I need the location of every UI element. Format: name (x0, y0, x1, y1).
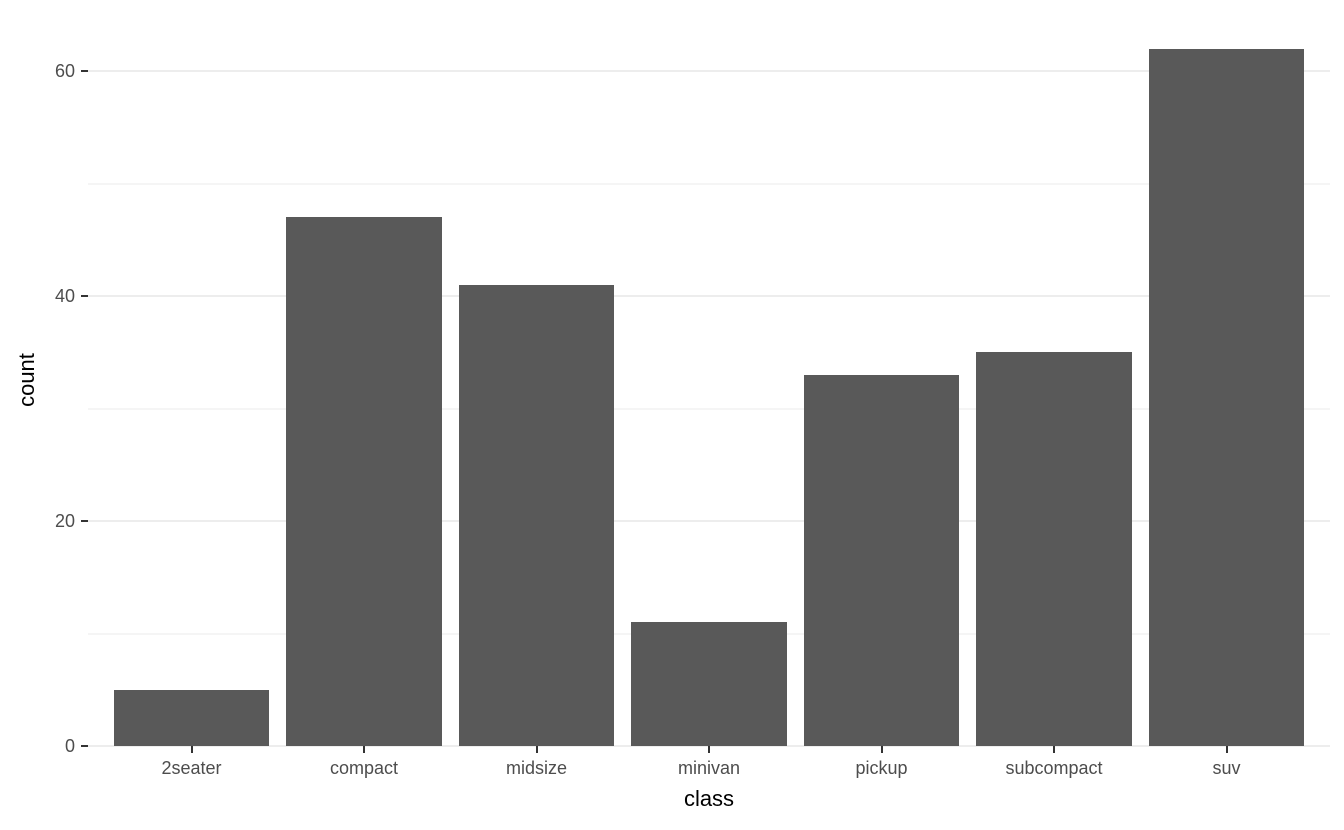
x-tick-label: pickup (855, 758, 908, 778)
gridline-minor (88, 408, 1330, 410)
x-tick-mark (708, 746, 710, 753)
x-tick-mark (880, 746, 883, 753)
bar-pickup (803, 374, 960, 746)
gridline-minor (88, 183, 1330, 185)
x-axis-title: class (683, 786, 735, 811)
gridline-major (88, 295, 1330, 297)
y-tick-label: 20 (54, 511, 75, 531)
x-tick-mark (363, 746, 365, 753)
y-axis-title: count (14, 353, 39, 407)
y-tick-mark (81, 295, 88, 297)
bar-subcompact (976, 352, 1132, 746)
x-tick-mark (190, 746, 193, 753)
y-tick-mark (81, 70, 88, 72)
y-tick-mark (81, 745, 88, 747)
gridline-major (88, 70, 1330, 72)
x-tick-mark (535, 746, 538, 753)
bar-midsize (458, 284, 615, 746)
x-tick-label: 2seater (161, 758, 222, 778)
x-tick-label: minivan (677, 758, 741, 778)
y-tick-label: 60 (54, 61, 75, 81)
x-tick-label: midsize (505, 758, 567, 778)
x-tick-mark (1225, 746, 1228, 753)
bar-compact (286, 217, 442, 746)
x-tick-mark (1053, 746, 1055, 753)
y-tick-mark (81, 520, 88, 522)
x-tick-label: suv (1212, 758, 1241, 778)
x-tick-label: compact (329, 758, 399, 778)
bar-minivan (631, 622, 787, 746)
x-tick-label: subcompact (1005, 758, 1103, 778)
y-tick-label: 40 (54, 286, 75, 306)
gridline-major (88, 520, 1330, 522)
bar-suv (1148, 48, 1305, 746)
y-tick-label: 0 (64, 736, 75, 756)
bar-2seater (113, 689, 270, 746)
